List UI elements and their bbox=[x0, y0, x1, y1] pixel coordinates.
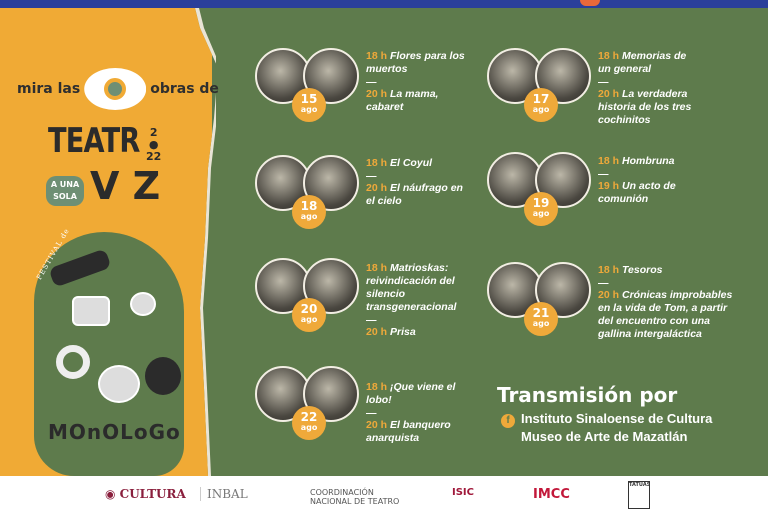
voz-logo: V Z bbox=[90, 164, 161, 208]
mouth-photo bbox=[98, 365, 140, 403]
show-item[interactable]: 19 h Un acto de comunión bbox=[598, 180, 676, 205]
separator: — bbox=[598, 168, 609, 180]
eye-icon bbox=[84, 68, 147, 110]
show-item[interactable]: 18 h Hombruna bbox=[598, 155, 675, 167]
cultura-logo: ◉ CULTURA bbox=[105, 487, 186, 501]
event-shows: 18 h Hombruna — 19 h Un acto de comunión bbox=[598, 155, 698, 206]
show-item[interactable]: 18 h Tesoros bbox=[598, 264, 663, 276]
event-shows: 18 h Memorias de un general — 20 h La verd… bbox=[598, 50, 698, 127]
date-badge: 17 ago bbox=[524, 88, 558, 122]
eye-photo-2 bbox=[130, 292, 156, 316]
gobierno-icon bbox=[580, 0, 600, 6]
eye-photo bbox=[72, 296, 110, 326]
separator: — bbox=[598, 76, 609, 88]
teatro-logo: TEATR bbox=[48, 121, 140, 161]
top-bar bbox=[0, 0, 768, 8]
letter-g-shape bbox=[56, 345, 90, 379]
separator: — bbox=[366, 170, 377, 182]
transmission-sources: f Instituto Sinaloense de Cultura Museo d… bbox=[501, 410, 712, 446]
monologo-title: MOnOLoGo bbox=[48, 420, 181, 444]
show-item[interactable]: 18 h Matrioskas: reivindicación del silen… bbox=[366, 262, 457, 313]
date-badge: 21 ago bbox=[524, 302, 558, 336]
event-shows: 18 h El Coyul — 20 h El náufrago en el cie… bbox=[366, 157, 466, 208]
source-2[interactable]: Museo de Arte de Mazatlán bbox=[521, 429, 688, 444]
transmission-title: Transmisión por bbox=[497, 383, 678, 407]
separator: — bbox=[366, 76, 377, 88]
show-item[interactable]: 18 h ¡Que viene el lobo! bbox=[366, 381, 456, 406]
event-shows: 18 h Tesoros — 20 h Crónicas improbables e… bbox=[598, 264, 738, 341]
mira-las-obras: mira las obras de bbox=[17, 68, 219, 110]
date-badge: 15 ago bbox=[292, 88, 326, 122]
imcc-logo: IMCC bbox=[533, 487, 570, 502]
date-badge: 22 ago bbox=[292, 406, 326, 440]
show-item[interactable]: 20 h El náufrago en el cielo bbox=[366, 182, 463, 207]
performer-photo bbox=[535, 152, 591, 208]
separator: — bbox=[366, 407, 377, 419]
event-shows: 18 h ¡Que viene el lobo! — 20 h El banquer… bbox=[366, 381, 466, 445]
separator: — bbox=[598, 277, 609, 289]
performer-photo bbox=[535, 262, 591, 318]
show-item[interactable]: 20 h La mama, cabaret bbox=[366, 88, 439, 113]
date-badge: 19 ago bbox=[524, 192, 558, 226]
a-una-sola-badge: A UNA SOLA bbox=[46, 176, 84, 206]
event-shows: 18 h Flores para los muertos — 20 h La mam… bbox=[366, 50, 466, 114]
date-badge: 20 ago bbox=[292, 298, 326, 332]
year-logo: 2 ● 22 bbox=[146, 126, 162, 163]
show-item[interactable]: 18 h El Coyul bbox=[366, 157, 433, 169]
isic-logo: ISIC bbox=[452, 487, 474, 498]
date-badge: 18 ago bbox=[292, 195, 326, 229]
tatuas-logo: TATUAS bbox=[628, 481, 650, 509]
show-item[interactable]: 20 h Crónicas improbables en la vida de T… bbox=[598, 289, 733, 340]
show-item[interactable]: 20 h El banquero anarquista bbox=[366, 419, 451, 444]
show-item[interactable]: 18 h Memorias de un general bbox=[598, 50, 687, 75]
event-shows: 18 h Matrioskas: reivindicación del silen… bbox=[366, 262, 481, 339]
show-item[interactable]: 20 h La verdadera historia de los tres co… bbox=[598, 88, 692, 126]
cnt-logo: COORDINACIÓN NACIONAL DE TEATRO bbox=[310, 488, 400, 506]
sponsor-footer bbox=[0, 476, 768, 512]
show-item[interactable]: 20 h Prisa bbox=[366, 326, 416, 338]
show-item[interactable]: 18 h Flores para los muertos bbox=[366, 50, 465, 75]
performer-photo bbox=[487, 152, 543, 208]
performer-photo bbox=[487, 262, 543, 318]
source-1[interactable]: Instituto Sinaloense de Cultura bbox=[521, 411, 713, 426]
facebook-icon[interactable]: f bbox=[501, 414, 515, 428]
mira-prefix: mira las bbox=[17, 81, 81, 97]
mira-suffix: obras de bbox=[150, 81, 219, 97]
inbal-logo: INBAL bbox=[200, 487, 248, 501]
bird-shape bbox=[145, 357, 181, 395]
separator: — bbox=[366, 314, 377, 326]
